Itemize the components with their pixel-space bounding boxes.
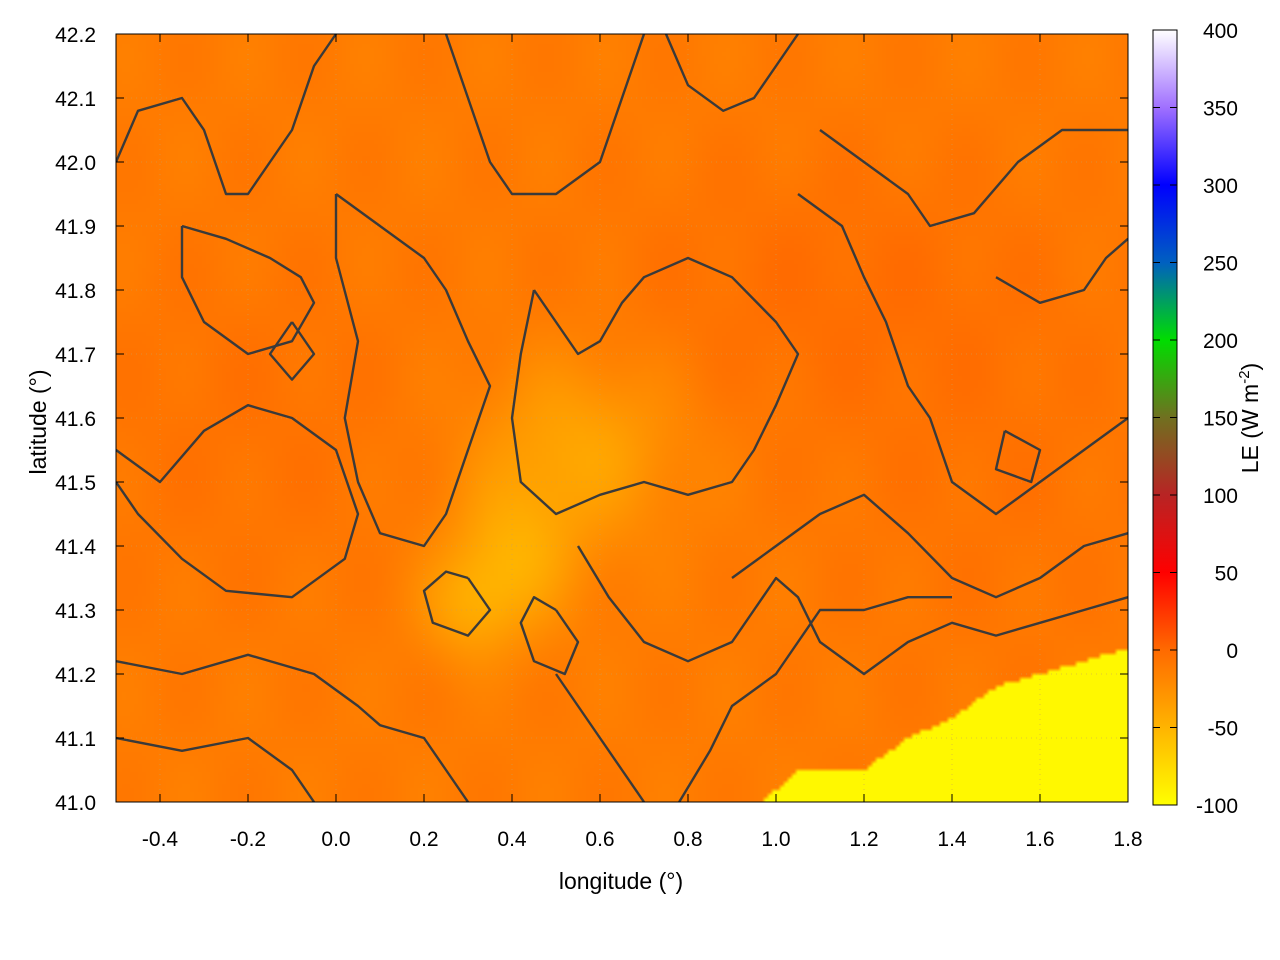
y-tick-label-11: 42.1 bbox=[55, 88, 96, 111]
y-tick-label-7: 41.7 bbox=[55, 344, 96, 367]
colorbar-label-main: LE (W m bbox=[1237, 384, 1263, 473]
contour-line-1 bbox=[180, 224, 316, 356]
contour-line-13 bbox=[576, 545, 1128, 676]
colorbar-tick-label-10: 400 bbox=[1203, 20, 1238, 43]
colorbar-label-close: ) bbox=[1237, 363, 1263, 371]
contour-line-14 bbox=[555, 673, 645, 802]
y-tick-label-0: 41.0 bbox=[55, 792, 96, 815]
x-tick-label-2: 0.0 bbox=[321, 828, 350, 851]
x-axis-label: longitude (°) bbox=[559, 868, 683, 894]
colorbar-tick-label-0: -100 bbox=[1196, 795, 1238, 818]
x-axis: -0.4 -0.2 0.0 0.2 0.4 0.6 0.8 1.0 1.2 1.4 1.6 1.8 bbox=[142, 34, 1143, 851]
colorbar-tick-label-9: 350 bbox=[1203, 98, 1238, 121]
y-tick-label-4: 41.4 bbox=[55, 536, 96, 559]
contour-line-15 bbox=[678, 596, 952, 802]
contour-line-12 bbox=[731, 493, 1128, 599]
contour-lines bbox=[116, 34, 1128, 802]
contour-line-5 bbox=[334, 193, 492, 548]
y-tick-label-5: 41.5 bbox=[55, 472, 96, 495]
contour-line-9 bbox=[819, 128, 1128, 228]
y-tick-label-9: 41.9 bbox=[55, 216, 96, 239]
y-tick-label-2: 41.2 bbox=[55, 664, 96, 687]
colorbar-label: LE (W m-2) bbox=[1236, 363, 1263, 473]
plot-area bbox=[115, 33, 1129, 803]
x-tick-label-3: 0.2 bbox=[409, 828, 438, 851]
y-tick-label-3: 41.3 bbox=[55, 600, 96, 623]
x-tick-label-1: -0.2 bbox=[230, 828, 266, 851]
y-tick-label-1: 41.1 bbox=[55, 728, 96, 751]
contour-line-2 bbox=[116, 404, 360, 599]
contour-line-4 bbox=[116, 736, 315, 802]
colorbar-tick-label-6: 200 bbox=[1203, 330, 1238, 353]
x-tick-label-5: 0.6 bbox=[585, 828, 614, 851]
x-tick-label-8: 1.2 bbox=[849, 828, 878, 851]
y-tick-label-6: 41.6 bbox=[55, 408, 96, 431]
colorbar-tick-label-4: 100 bbox=[1203, 485, 1238, 508]
contour-line-19 bbox=[994, 429, 1042, 484]
contour-line-18 bbox=[268, 321, 316, 381]
colorbar-tick-label-8: 300 bbox=[1203, 175, 1238, 198]
colorbar-tick-label-3: 50 bbox=[1215, 563, 1238, 586]
x-tick-label-4: 0.4 bbox=[497, 828, 527, 851]
colorbar-tick-label-1: -50 bbox=[1208, 718, 1238, 741]
x-tick-label-7: 1.0 bbox=[761, 828, 790, 851]
y-tick-label-12: 42.2 bbox=[55, 24, 96, 47]
contour-line-0 bbox=[116, 34, 337, 196]
colorbar-label-superscript: -2 bbox=[1236, 370, 1253, 383]
x-tick-label-11: 1.8 bbox=[1113, 828, 1142, 851]
y-tick-label-10: 42.0 bbox=[55, 152, 96, 175]
contour-line-11 bbox=[995, 237, 1128, 304]
x-tick-label-10: 1.6 bbox=[1025, 828, 1054, 851]
y-tick-label-8: 41.8 bbox=[55, 280, 96, 303]
contour-line-7 bbox=[510, 256, 800, 516]
contour-line-10 bbox=[797, 193, 1128, 516]
x-tick-label-0: -0.4 bbox=[142, 828, 179, 851]
colorbar-tick-label-5: 150 bbox=[1203, 408, 1238, 431]
contour-line-17 bbox=[422, 570, 492, 637]
colorbar-tick-label-7: 250 bbox=[1203, 253, 1238, 276]
colorbar: -100 -50 0 50 100 150 200 250 300 350 400 LE (W m-… bbox=[1152, 20, 1263, 818]
colorbar-ticks: -100 -50 0 50 100 150 200 250 300 350 400 bbox=[1153, 20, 1238, 818]
y-axis-label: latitude (°) bbox=[25, 369, 51, 474]
contour-line-8 bbox=[664, 34, 799, 112]
x-tick-label-9: 1.4 bbox=[937, 828, 967, 851]
y-axis: 41.0 41.1 41.2 41.3 41.4 41.5 41.6 41.7 41.8 41.9… bbox=[55, 24, 1128, 815]
x-tick-label-6: 0.8 bbox=[673, 828, 702, 851]
contour-line-16 bbox=[519, 596, 580, 676]
contour-line-6 bbox=[444, 34, 646, 196]
contour-line-3 bbox=[116, 653, 469, 802]
colorbar-tick-label-2: 0 bbox=[1226, 640, 1238, 663]
